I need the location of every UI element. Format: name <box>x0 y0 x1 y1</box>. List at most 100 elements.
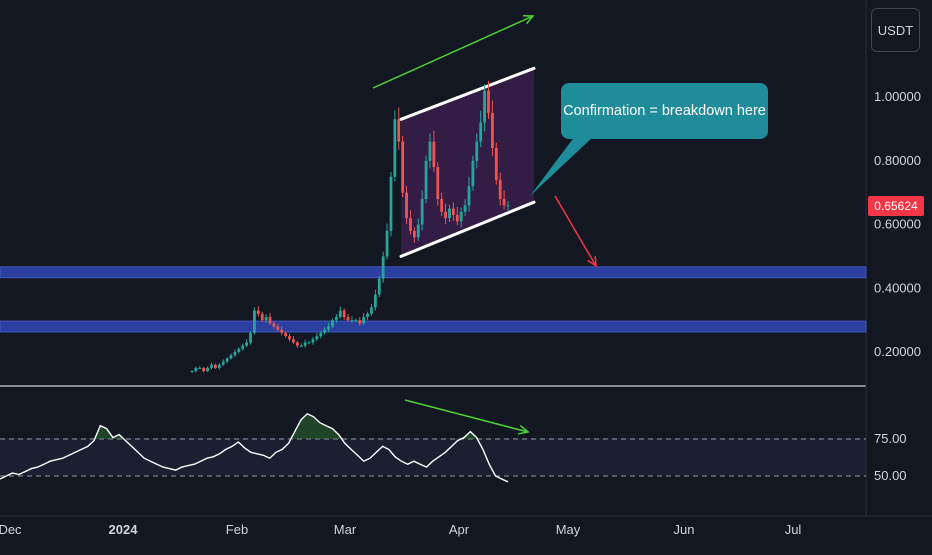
candle-body <box>338 310 342 317</box>
candle-body <box>331 320 334 327</box>
candle-body <box>198 367 202 369</box>
candle-body <box>444 211 447 219</box>
candle-body <box>323 329 327 333</box>
candle-body <box>241 345 245 349</box>
candle-body <box>463 205 467 212</box>
candle-body <box>358 320 362 324</box>
rsi-tick-label: 75.00 <box>874 431 907 446</box>
candle-body <box>272 323 276 327</box>
candle-body <box>381 256 385 279</box>
candle-body <box>292 339 295 343</box>
candle-body <box>420 199 424 225</box>
time-tick-label: May <box>556 522 581 537</box>
candle-body <box>256 310 260 314</box>
price-tick-label: 0.20000 <box>874 344 921 359</box>
candle-body <box>354 320 358 322</box>
last-price-tag: 0.65624 <box>868 196 924 216</box>
candle-body <box>299 345 303 347</box>
candle-body <box>490 112 494 148</box>
candle-body <box>221 361 225 365</box>
rsi-tick-label: 50.00 <box>874 468 907 483</box>
price-up-arrow <box>372 15 534 89</box>
candle-body <box>303 342 307 346</box>
candle-body <box>307 342 311 344</box>
support-band-1 <box>0 266 867 279</box>
candle-body <box>405 192 408 219</box>
price-up-arrow-head <box>522 14 535 25</box>
candle-body <box>502 199 506 206</box>
candle-body <box>479 122 483 142</box>
price-tick-label: 0.40000 <box>874 280 921 295</box>
price-tick-label: 0.60000 <box>874 217 921 232</box>
candle-body <box>494 148 498 180</box>
time-tick-label: Jul <box>785 522 802 537</box>
price-tick-label: 0.80000 <box>874 153 921 168</box>
candle-body <box>397 119 401 142</box>
axis-layer: 0.20000 0.40000 0.60000 0.80000 1.00000 50.00… <box>0 89 921 537</box>
candle-body <box>436 167 440 199</box>
time-tick-label: Mar <box>334 522 357 537</box>
candle-body <box>260 313 264 321</box>
rsi-down-arrow-head <box>518 424 530 435</box>
time-tick-label: Apr <box>449 522 470 537</box>
candle-body <box>506 205 510 207</box>
candle-body <box>451 208 455 215</box>
candle-body <box>455 214 459 222</box>
breakdown-arrow <box>554 195 597 267</box>
rsi-layer <box>0 412 866 483</box>
candle-body <box>440 199 444 212</box>
candle-body <box>311 339 315 343</box>
annotations-layer <box>372 14 597 435</box>
candle-body <box>487 90 490 113</box>
price-tick-label: 1.00000 <box>874 89 921 104</box>
candle-body <box>409 218 412 231</box>
rsi-line <box>0 412 509 483</box>
candle-body <box>319 332 323 337</box>
candle-body <box>214 364 217 368</box>
channel-layer <box>399 66 536 258</box>
support-bands <box>0 266 867 333</box>
rsi-band-fill <box>0 438 866 476</box>
candle-body <box>393 119 397 177</box>
candle-body <box>389 176 393 231</box>
candle-body <box>190 371 194 373</box>
candle-body <box>264 316 268 321</box>
candle-body <box>448 208 451 219</box>
candle-body <box>428 141 432 161</box>
candle-body <box>268 316 272 324</box>
candle-body <box>202 367 206 372</box>
candle-body <box>467 186 471 206</box>
currency-selector-button[interactable]: USDT <box>871 8 920 52</box>
candle-body <box>249 332 252 343</box>
time-tick-label: Dec <box>0 522 22 537</box>
time-tick-label: 2024 <box>109 522 139 537</box>
candle-body <box>280 329 284 333</box>
candle-body <box>233 352 237 356</box>
candle-body <box>498 179 502 199</box>
channel-fill <box>401 68 534 257</box>
candle-body <box>206 367 210 372</box>
candle-body <box>366 313 369 317</box>
last-price-value: 0.65624 <box>874 199 918 213</box>
candle-body <box>276 326 280 330</box>
rsi-down-arrow <box>404 399 529 433</box>
candle-body <box>315 336 319 340</box>
candle-body <box>288 336 291 340</box>
channel-upper-line <box>399 66 536 121</box>
channel-lower-line <box>399 200 536 258</box>
candle-body <box>210 364 213 368</box>
currency-label: USDT <box>877 22 914 38</box>
candle-body <box>194 367 198 372</box>
candle-body <box>362 316 366 324</box>
candle-body <box>432 141 436 168</box>
candle-body <box>373 294 377 308</box>
candle-body <box>370 307 373 314</box>
candle-body <box>401 141 405 193</box>
candle-body <box>284 332 288 337</box>
callout-box: Confirmation = breakdown here <box>561 83 768 139</box>
candle-body <box>350 320 354 322</box>
candle-body <box>459 211 463 222</box>
time-tick-label: Jun <box>674 522 695 537</box>
